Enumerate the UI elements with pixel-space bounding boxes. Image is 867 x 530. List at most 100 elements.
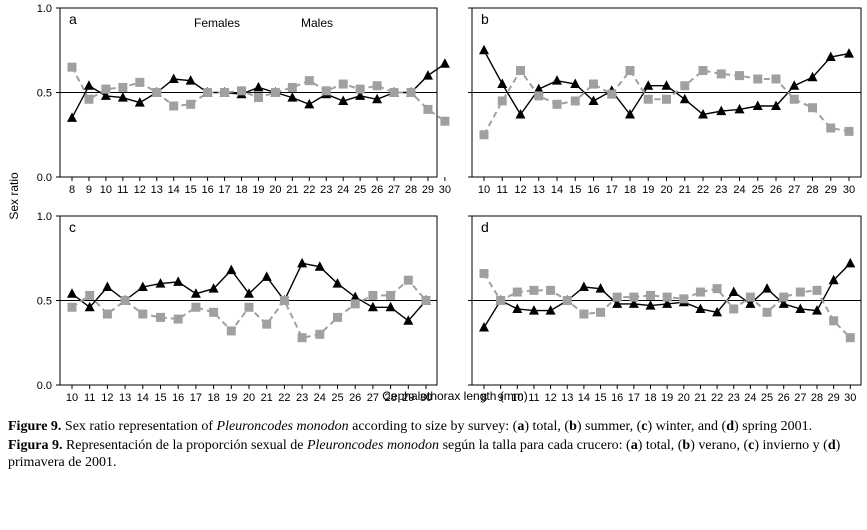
- x-tick-label: 15: [569, 184, 581, 196]
- marker-male: [516, 66, 525, 76]
- marker-male: [85, 290, 95, 300]
- marker-male: [479, 130, 489, 140]
- x-tick-label: 24: [337, 184, 349, 196]
- x-tick-label: 10: [66, 392, 78, 404]
- marker-male: [152, 88, 162, 97]
- marker-male: [138, 309, 148, 319]
- x-tick-label: 11: [117, 184, 128, 196]
- marker-male: [570, 96, 580, 106]
- y-tick-label: 0.0: [37, 380, 52, 392]
- marker-male: [562, 296, 572, 305]
- x-tick-label: 19: [642, 184, 654, 196]
- x-tick-label: 27: [388, 184, 400, 196]
- marker-male: [421, 296, 431, 305]
- marker-male: [643, 94, 653, 104]
- x-tick-label: 30: [843, 184, 855, 196]
- marker-male: [646, 290, 655, 300]
- marker-male: [534, 91, 544, 101]
- marker-female: [595, 283, 606, 293]
- marker-male: [135, 77, 145, 87]
- marker-female: [570, 78, 581, 89]
- marker-male: [795, 287, 805, 297]
- marker-female: [734, 103, 745, 114]
- marker-female: [762, 283, 773, 293]
- marker-male: [529, 285, 539, 295]
- marker-female: [173, 276, 184, 286]
- marker-female: [545, 305, 556, 315]
- x-tick-label: 22: [303, 184, 315, 196]
- x-tick-label: 14: [578, 392, 590, 404]
- marker-male: [579, 309, 589, 319]
- x-tick-label: 9: [86, 184, 92, 196]
- x-tick-label: 25: [331, 392, 343, 404]
- marker-female: [728, 286, 739, 297]
- marker-female: [828, 274, 839, 285]
- caption-en-letter: b: [569, 419, 577, 434]
- figure-caption: Figure 9. Sex ratio representation of Pl…: [8, 418, 860, 473]
- marker-male: [186, 99, 196, 109]
- marker-female: [844, 48, 854, 58]
- x-tick-label: 26: [770, 184, 782, 196]
- marker-female: [367, 301, 378, 312]
- x-tick-label: 22: [711, 392, 723, 404]
- caption-en-text: according to size by survey: (: [348, 419, 518, 434]
- x-tick-label: 19: [661, 392, 673, 404]
- x-tick-label: 26: [371, 184, 383, 196]
- marker-male: [191, 302, 201, 312]
- panel-letter: d: [481, 219, 489, 235]
- marker-male: [102, 309, 112, 319]
- marker-male: [735, 71, 744, 81]
- x-tick-label: 29: [422, 184, 434, 196]
- caption-en-label: Figure 9.: [8, 419, 62, 434]
- y-tick-label: 1.0: [37, 3, 52, 15]
- marker-female: [845, 257, 856, 268]
- caption-en-text: ) spring 2001.: [734, 419, 813, 434]
- figure-9: Sex ratio Cephalothorax length (mm) Fema…: [7, 3, 862, 404]
- marker-male: [596, 307, 606, 317]
- marker-male: [625, 66, 635, 76]
- marker-male: [262, 319, 272, 329]
- marker-male: [287, 82, 297, 92]
- x-tick-label: 10: [511, 392, 523, 404]
- x-tick-label: 15: [594, 392, 606, 404]
- marker-male: [333, 312, 342, 322]
- x-tick-label: 23: [715, 184, 727, 196]
- legend-females: Females: [194, 16, 240, 30]
- panel-letter: b: [481, 11, 489, 27]
- x-tick-label: 23: [296, 392, 308, 404]
- caption-es-letter: a: [630, 438, 638, 453]
- marker-male: [844, 126, 854, 136]
- marker-male: [812, 285, 822, 295]
- marker-male: [662, 292, 672, 302]
- marker-male: [355, 84, 365, 94]
- marker-male: [173, 314, 183, 324]
- x-tick-label: 22: [278, 392, 290, 404]
- marker-male: [84, 94, 94, 104]
- x-tick-label: 23: [320, 184, 332, 196]
- caption-es-letter: d: [827, 438, 836, 453]
- marker-male: [406, 88, 416, 97]
- marker-female: [355, 90, 366, 100]
- marker-male: [771, 74, 781, 84]
- x-tick-label: 11: [84, 392, 95, 404]
- x-tick-label: 13: [119, 392, 131, 404]
- marker-female: [662, 298, 673, 308]
- x-tick-label: 16: [587, 184, 599, 196]
- caption-es-text: Representación de la proporción sexual d…: [62, 438, 307, 453]
- marker-female: [134, 97, 145, 107]
- marker-female: [497, 78, 508, 89]
- marker-male: [120, 296, 130, 305]
- caption-en-text: ) summer, (: [576, 419, 642, 434]
- marker-male: [372, 81, 382, 91]
- caption-english: Figure 9. Sex ratio representation of Pl…: [8, 418, 860, 435]
- panel-c: c 0.0 0.5 1.0 10 11 12 13 14 15 16 17 18 19 20 21 22 23 24…: [37, 211, 438, 404]
- marker-female: [226, 264, 237, 275]
- x-tick-label: 19: [225, 392, 237, 404]
- panel-a: a 0.0 0.5 1.0 8 9 10 11 12 13 14 15 16 17 18 19 20 21 22 23…: [37, 3, 451, 196]
- marker-female: [185, 75, 196, 85]
- marker-female: [261, 271, 272, 281]
- caption-es-text: ) invierno y (: [754, 438, 828, 453]
- marker-male: [386, 290, 396, 300]
- marker-male: [270, 88, 280, 97]
- x-tick-label: 13: [561, 392, 573, 404]
